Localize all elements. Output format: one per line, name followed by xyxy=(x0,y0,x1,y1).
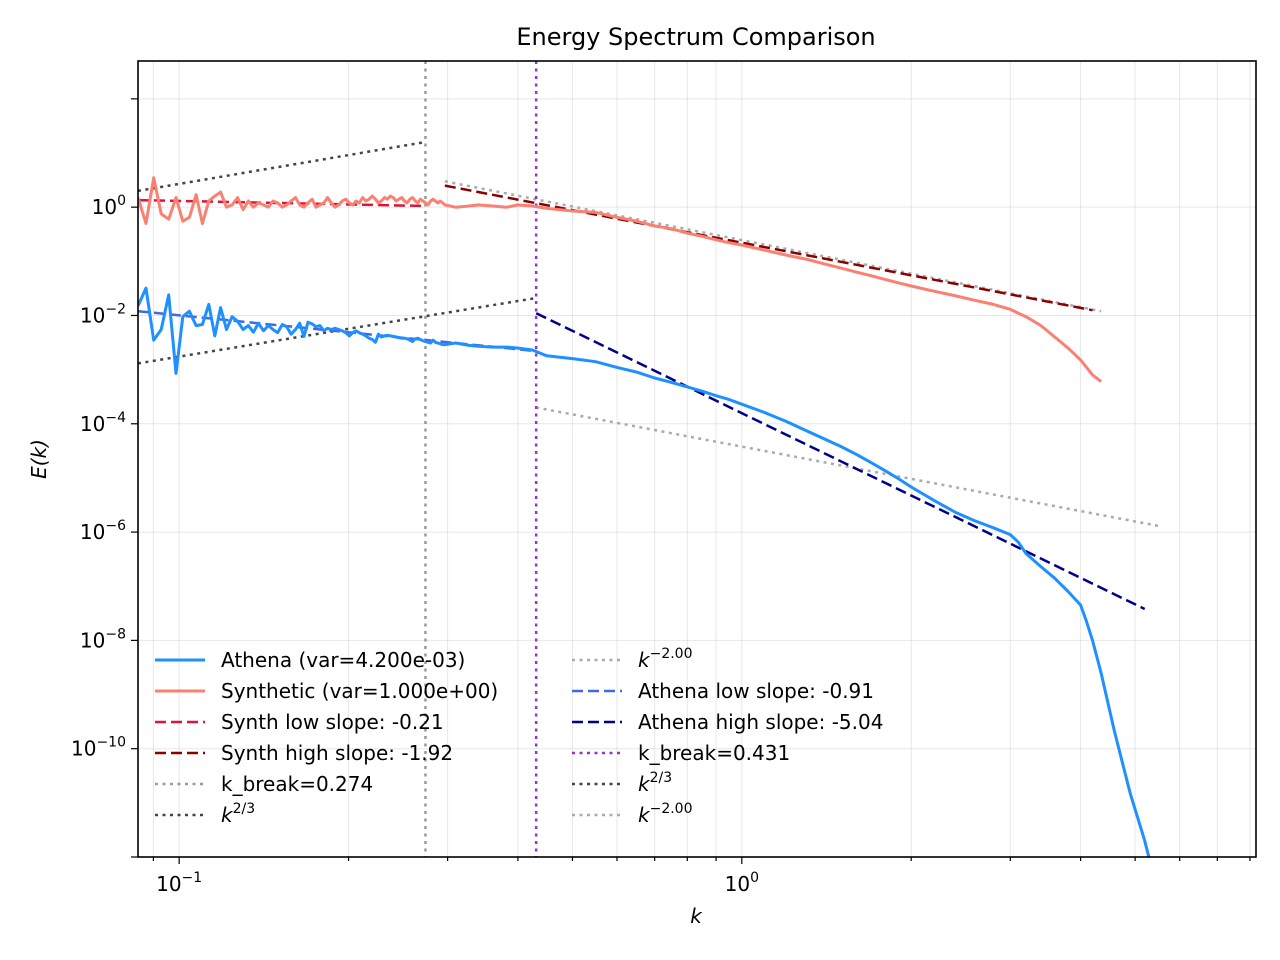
y-tick-label: 10−2 xyxy=(80,301,126,327)
legend-item: Athena high slope: -5.04 xyxy=(572,710,883,734)
legend-label: k2/3 xyxy=(221,801,255,827)
legend-label: Synthetic (var=1.000e+00) xyxy=(221,679,498,703)
x-tick-label: 100 xyxy=(725,870,759,896)
legend-label: Synth low slope: -0.21 xyxy=(221,710,444,734)
legend-label: Athena high slope: -5.04 xyxy=(638,710,883,734)
series-layer xyxy=(138,61,1159,857)
series-line xyxy=(535,312,1146,611)
y-tick-label: 10−10 xyxy=(71,735,126,761)
legend-item: Athena low slope: -0.91 xyxy=(572,679,874,703)
legend-item: k2/3 xyxy=(155,801,255,827)
legend-item: k_break=0.431 xyxy=(572,741,790,765)
x-tick-label: 10−1 xyxy=(156,870,202,896)
legend-item: k−2.00 xyxy=(572,646,693,672)
legend-item: k2/3 xyxy=(572,770,672,796)
x-axis-label: k xyxy=(690,904,703,928)
y-tick-label: 100 xyxy=(92,193,126,219)
y-axis-label: E(k) xyxy=(27,439,51,479)
legend-item: Synth low slope: -0.21 xyxy=(155,710,444,734)
legend-label: k_break=0.274 xyxy=(221,772,373,796)
y-tick-label: 10−8 xyxy=(80,626,126,652)
legend-label: Athena (var=4.200e-03) xyxy=(221,648,465,672)
chart-title: Energy Spectrum Comparison xyxy=(516,23,875,51)
series-line xyxy=(138,176,1103,383)
legend-item: Synthetic (var=1.000e+00) xyxy=(155,679,498,703)
y-tick-label: 10−4 xyxy=(80,410,126,436)
legend-label: k2/3 xyxy=(638,770,672,796)
series-line xyxy=(444,180,1102,313)
legend-label: k−2.00 xyxy=(638,801,693,827)
legend-label: k_break=0.431 xyxy=(638,741,790,765)
plot-frame xyxy=(137,60,1257,858)
legend-label: Synth high slope: -1.92 xyxy=(221,741,453,765)
series-line xyxy=(535,406,1159,528)
legend-item: k−2.00 xyxy=(572,801,693,827)
legend-item: k_break=0.274 xyxy=(155,772,373,796)
legend-label: Athena low slope: -0.91 xyxy=(638,679,874,703)
legend: Athena (var=4.200e-03) Synthetic (var=1.0… xyxy=(155,646,883,827)
series-line xyxy=(138,286,1151,857)
ticks: 10−1 100 100 10−2 10−4 10−6 10−8 10−10 xyxy=(71,98,1251,896)
y-tick-label: 10−6 xyxy=(80,518,126,544)
series-line xyxy=(444,184,1093,312)
legend-item: Synth high slope: -1.92 xyxy=(155,741,453,765)
legend-item: Athena (var=4.200e-03) xyxy=(155,648,465,672)
legend-label: k−2.00 xyxy=(638,646,693,672)
